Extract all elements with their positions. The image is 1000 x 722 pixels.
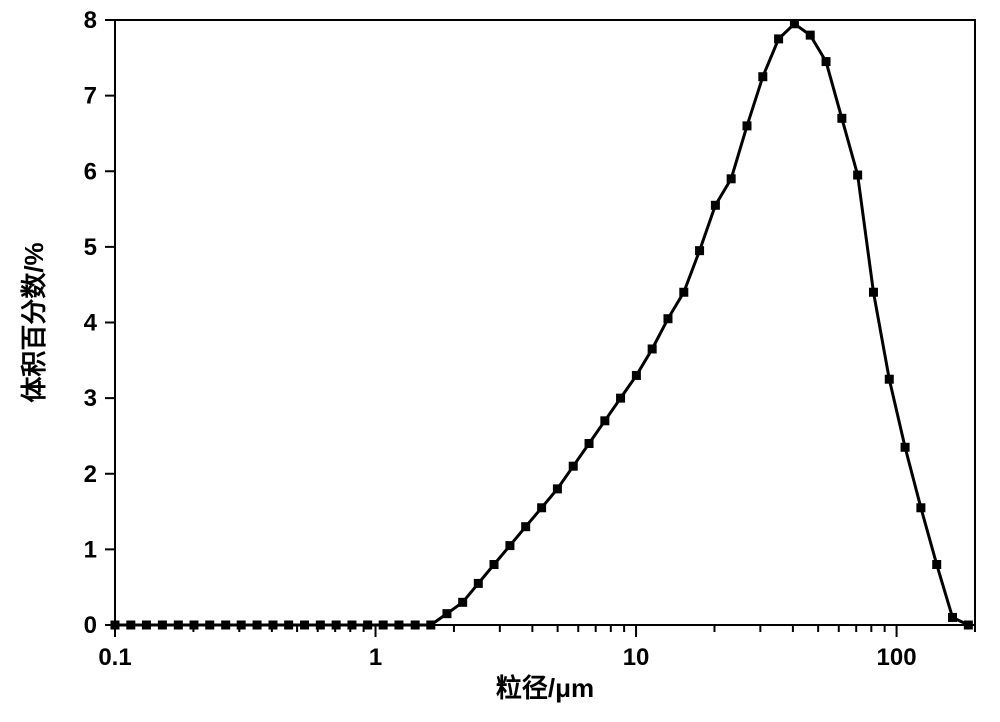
data-marker <box>537 503 546 512</box>
svg-text:8: 8 <box>84 7 97 34</box>
svg-text:1: 1 <box>84 536 97 563</box>
chart-svg: 0 1 2 3 4 5 6 7 8 0.1 1 10 100 粒径/μm 体积百分数/% <box>0 0 1000 722</box>
data-marker <box>411 621 420 630</box>
data-marker <box>569 462 578 471</box>
data-marker <box>932 560 941 569</box>
data-marker <box>458 598 467 607</box>
data-marker <box>268 621 277 630</box>
data-marker <box>695 246 704 255</box>
data-marker <box>332 621 341 630</box>
data-marker <box>394 621 403 630</box>
data-marker <box>221 621 230 630</box>
data-marker <box>158 621 167 630</box>
data-marker <box>253 621 262 630</box>
svg-text:7: 7 <box>84 83 97 110</box>
data-marker <box>663 314 672 323</box>
data-marker <box>774 34 783 43</box>
data-marker <box>837 114 846 123</box>
svg-text:5: 5 <box>84 234 97 261</box>
data-marker <box>521 522 530 531</box>
y-axis-label: 体积百分数/% <box>19 242 49 402</box>
svg-text:3: 3 <box>84 385 97 412</box>
data-marker <box>853 171 862 180</box>
svg-text:1: 1 <box>369 644 382 671</box>
svg-text:100: 100 <box>877 644 917 671</box>
data-marker <box>474 579 483 588</box>
svg-text:6: 6 <box>84 158 97 185</box>
data-marker <box>111 621 120 630</box>
data-marker <box>505 541 514 550</box>
data-marker <box>727 174 736 183</box>
data-marker <box>648 344 657 353</box>
data-marker <box>822 57 831 66</box>
data-marker <box>964 621 973 630</box>
data-marker <box>426 621 435 630</box>
svg-text:0.1: 0.1 <box>98 644 131 671</box>
data-marker <box>205 621 214 630</box>
x-axis-label: 粒径/μm <box>496 673 594 703</box>
data-marker <box>711 201 720 210</box>
svg-text:0: 0 <box>84 612 97 639</box>
data-marker <box>300 621 309 630</box>
data-marker <box>174 621 183 630</box>
data-marker <box>237 621 246 630</box>
svg-text:2: 2 <box>84 461 97 488</box>
data-marker <box>948 613 957 622</box>
data-marker <box>901 443 910 452</box>
data-marker <box>790 19 799 28</box>
data-marker <box>679 288 688 297</box>
data-marker <box>379 621 388 630</box>
data-marker <box>743 121 752 130</box>
data-marker <box>758 72 767 81</box>
data-marker <box>490 560 499 569</box>
data-marker <box>142 621 151 630</box>
data-marker <box>189 621 198 630</box>
data-marker <box>284 621 293 630</box>
data-marker <box>885 375 894 384</box>
data-marker <box>632 371 641 380</box>
svg-text:10: 10 <box>623 644 650 671</box>
data-marker <box>916 503 925 512</box>
data-marker <box>126 621 135 630</box>
data-marker <box>316 621 325 630</box>
data-marker <box>616 394 625 403</box>
data-marker <box>869 288 878 297</box>
data-marker <box>363 621 372 630</box>
data-marker <box>585 439 594 448</box>
data-marker <box>442 609 451 618</box>
data-marker <box>347 621 356 630</box>
data-marker <box>600 416 609 425</box>
data-marker <box>553 484 562 493</box>
psd-chart: 0 1 2 3 4 5 6 7 8 0.1 1 10 100 粒径/μm 体积百分数/% <box>0 0 1000 722</box>
svg-text:4: 4 <box>84 310 98 337</box>
data-marker <box>806 31 815 40</box>
